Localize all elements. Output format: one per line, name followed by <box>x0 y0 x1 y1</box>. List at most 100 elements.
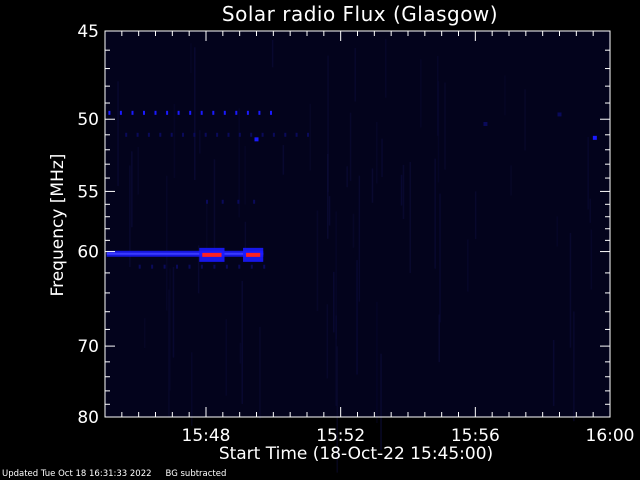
emission-dot <box>253 199 256 204</box>
noise-streak <box>327 55 329 193</box>
noise-streak <box>131 151 133 228</box>
emission-dot <box>170 132 173 137</box>
noise-streak <box>467 239 469 292</box>
emission-dot <box>182 132 184 137</box>
noise-streak <box>190 43 192 73</box>
noise-streak <box>309 103 311 171</box>
noise-streak <box>191 352 193 426</box>
noise-streak <box>326 304 329 379</box>
emission-dot <box>193 132 196 137</box>
emission-dot <box>212 110 215 115</box>
emission-dot <box>138 264 141 269</box>
y-tick-label: 45 <box>77 22 99 42</box>
emission-dot <box>307 132 309 137</box>
noise-streak <box>244 146 246 205</box>
noise-streak <box>437 56 439 136</box>
noise-streak <box>552 340 555 406</box>
emission-dot <box>258 110 261 115</box>
emission-dot <box>557 112 562 117</box>
x-tick-label: 15:52 <box>316 426 365 446</box>
noise-streak <box>282 145 285 175</box>
noise-streak <box>166 175 168 311</box>
noise-streak <box>385 38 387 98</box>
noise-streak <box>381 138 383 178</box>
noise-streak <box>444 82 446 170</box>
emission-dot <box>246 110 249 115</box>
bg-subtracted-note: BG subtracted <box>165 469 227 479</box>
emission-dot <box>221 199 224 204</box>
emission-dot <box>177 110 180 115</box>
noise-streak <box>169 268 171 391</box>
y-tick-label: 70 <box>77 337 99 357</box>
noise-streak <box>144 318 146 349</box>
emission-dot <box>254 137 259 142</box>
noise-streak <box>137 146 139 195</box>
noise-streak <box>333 271 335 333</box>
noise-streak <box>239 342 242 364</box>
emission-dot <box>206 199 208 204</box>
emission-dot <box>295 132 298 137</box>
heatmap-layer <box>106 38 597 473</box>
radio-burst <box>246 252 261 257</box>
emission-dot <box>200 110 203 115</box>
updated-timestamp: Updated Tue Oct 18 16:31:33 2022 <box>2 469 152 479</box>
noise-streak <box>244 221 247 258</box>
noise-streak <box>356 260 358 375</box>
emission-dot <box>188 264 191 269</box>
noise-streak <box>420 59 422 128</box>
emission-dot <box>284 132 287 137</box>
noise-streak <box>376 122 378 184</box>
axes: 45 50 55 60 70 80 15:48 15:52 15:56 16:00 <box>77 22 634 446</box>
emission-dot <box>250 264 253 269</box>
emission-dot <box>483 121 488 126</box>
emission-band-core <box>106 252 264 255</box>
emission-dot <box>270 110 272 115</box>
x-tick-label: 16:00 <box>586 426 635 446</box>
emission-dot <box>238 132 241 137</box>
noise-streak <box>589 198 591 223</box>
noise-streak <box>358 175 361 302</box>
emission-dot <box>592 135 597 140</box>
emission-dot <box>108 110 111 115</box>
noise-streak <box>510 165 512 196</box>
noise-streak <box>438 314 440 363</box>
noise-streak <box>173 104 176 178</box>
noise-streak <box>172 267 175 358</box>
noise-streak <box>573 311 575 422</box>
x-tick-label: 15:56 <box>451 426 500 446</box>
x-tick-label: 15:48 <box>182 426 231 446</box>
emission-dot <box>147 132 150 137</box>
noise-streak <box>129 165 131 268</box>
emission-dot <box>136 132 139 137</box>
noise-streak <box>194 47 196 180</box>
noise-streak <box>213 159 216 262</box>
emission-dot <box>143 110 145 115</box>
y-tick-label: 60 <box>77 243 99 263</box>
noise-streak <box>346 166 348 188</box>
noise-streak <box>271 40 274 68</box>
emission-dot <box>200 264 203 269</box>
y-tick-label: 55 <box>77 182 99 202</box>
emission-dot <box>151 264 154 269</box>
noise-streak <box>354 48 356 102</box>
emission-dot <box>237 199 240 204</box>
y-tick-label: 50 <box>77 110 99 130</box>
noise-streak <box>400 174 403 206</box>
emission-dot <box>261 132 264 137</box>
emission-dot <box>238 264 241 269</box>
noise-streak <box>336 346 338 473</box>
emission-dot <box>250 132 253 137</box>
noise-streak <box>241 280 243 404</box>
emission-dot <box>163 264 166 269</box>
emission-dot <box>176 264 178 269</box>
noise-streak <box>327 154 329 239</box>
emission-dot <box>227 132 230 137</box>
emission-dot <box>213 264 216 269</box>
noise-streak <box>335 211 337 340</box>
noise-streak <box>259 326 261 419</box>
noise-streak <box>349 112 352 181</box>
emission-dot <box>225 264 228 269</box>
emission-dot <box>159 132 162 137</box>
emission-dot <box>235 110 238 115</box>
